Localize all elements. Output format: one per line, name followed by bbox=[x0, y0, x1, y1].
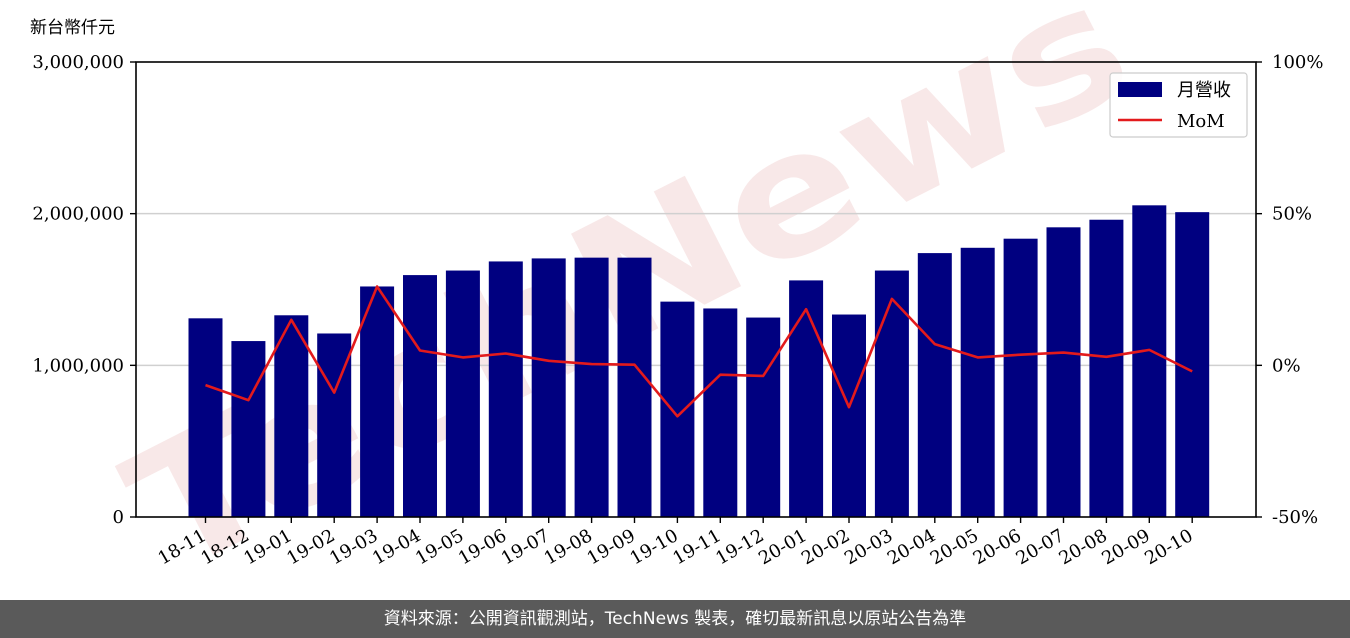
x-tick-label: 20-06 bbox=[970, 525, 1025, 569]
chart-area: TechNews01,000,0002,000,0003,000,000-50%… bbox=[30, 0, 1323, 600]
bar-20-07 bbox=[1046, 227, 1081, 518]
x-tick-label: 20-08 bbox=[1055, 525, 1110, 569]
bar-20-01 bbox=[789, 280, 824, 517]
x-tick-label: 19-10 bbox=[626, 525, 681, 569]
right-tick-label: 0% bbox=[1272, 355, 1301, 376]
bar-19-01 bbox=[274, 315, 309, 517]
x-tick-label: 19-11 bbox=[669, 525, 724, 569]
legend-swatch-bar bbox=[1118, 82, 1162, 97]
bar-20-02 bbox=[832, 314, 866, 517]
bar-19-08 bbox=[574, 257, 609, 517]
x-tick-label: 19-07 bbox=[498, 525, 553, 569]
x-tick-label: 20-05 bbox=[927, 525, 982, 569]
bar-18-11 bbox=[188, 318, 223, 517]
left-tick-label: 2,000,000 bbox=[32, 204, 124, 225]
bar-19-11 bbox=[703, 308, 738, 517]
legend-label-mom: MoM bbox=[1177, 111, 1225, 132]
bar-19-04 bbox=[403, 275, 437, 517]
right-tick-label: 50% bbox=[1272, 204, 1312, 225]
left-tick-label: 3,000,000 bbox=[32, 52, 124, 73]
x-tick-label: 20-01 bbox=[755, 525, 810, 569]
left-tick-label: 0 bbox=[113, 507, 124, 528]
bar-20-06 bbox=[1003, 238, 1038, 518]
bar-19-05 bbox=[445, 270, 480, 517]
bar-18-12 bbox=[231, 341, 266, 517]
bar-20-09 bbox=[1132, 205, 1167, 517]
x-tick-label: 19-09 bbox=[584, 525, 639, 569]
x-tick-label: 19-08 bbox=[541, 525, 596, 569]
bar-19-03 bbox=[360, 286, 395, 517]
x-tick-label: 19-04 bbox=[369, 525, 424, 569]
left-tick-label: 1,000,000 bbox=[32, 355, 124, 376]
bar-19-06 bbox=[488, 261, 523, 517]
y-unit-label: 新台幣仟元 bbox=[30, 18, 115, 38]
bar-19-12 bbox=[746, 317, 781, 517]
bar-20-03 bbox=[874, 270, 909, 517]
right-tick-label: -50% bbox=[1272, 507, 1318, 528]
bar-19-09 bbox=[617, 257, 652, 517]
x-tick-label: 20-09 bbox=[1098, 525, 1153, 569]
source-footer: 資料來源：公開資訊觀測站，TechNews 製表，確切最新訊息以原站公告為準 bbox=[0, 600, 1350, 638]
revenue-chart: TechNews01,000,0002,000,0003,000,000-50%… bbox=[30, 0, 1323, 600]
x-tick-label: 19-05 bbox=[412, 525, 467, 569]
x-tick-label: 20-04 bbox=[884, 525, 939, 569]
x-tick-label: 20-03 bbox=[841, 525, 896, 569]
legend-label-revenue: 月營收 bbox=[1177, 80, 1231, 101]
x-tick-label: 20-02 bbox=[798, 525, 853, 569]
bar-19-07 bbox=[531, 258, 566, 517]
x-tick-label: 19-12 bbox=[712, 525, 767, 569]
x-tick-label: 20-07 bbox=[1013, 525, 1068, 569]
x-tick-label: 19-06 bbox=[455, 525, 510, 569]
plot-frame bbox=[135, 61, 1257, 518]
bar-19-10 bbox=[660, 301, 695, 517]
mom-line bbox=[205, 285, 1193, 418]
bar-20-05 bbox=[960, 247, 995, 517]
right-tick-label: 100% bbox=[1272, 52, 1323, 73]
bar-20-08 bbox=[1089, 219, 1124, 517]
x-tick-label: 20-10 bbox=[1141, 525, 1196, 569]
bar-20-04 bbox=[917, 253, 952, 517]
